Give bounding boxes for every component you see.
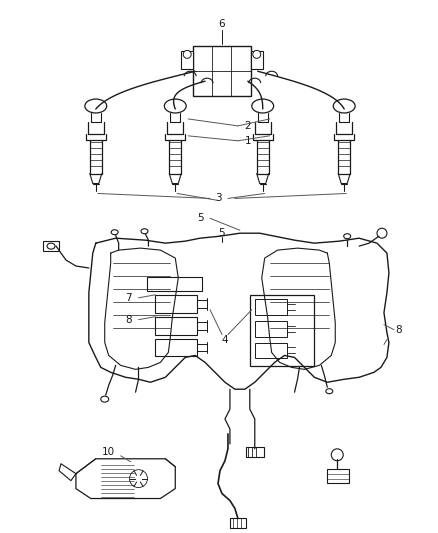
Bar [327, 469, 349, 482]
Text: 3: 3 [215, 193, 221, 204]
Bar [181, 51, 193, 69]
Ellipse shape [47, 243, 55, 249]
Ellipse shape [252, 99, 274, 113]
Text: 5: 5 [219, 228, 225, 238]
Bar [246, 447, 264, 457]
Text: 5: 5 [197, 213, 203, 223]
Bar [193, 46, 251, 96]
Text: 6: 6 [219, 19, 225, 29]
Bar [148, 277, 202, 291]
Bar [230, 519, 246, 528]
Text: 4: 4 [222, 335, 228, 344]
Ellipse shape [164, 99, 186, 113]
Circle shape [331, 449, 343, 461]
Ellipse shape [111, 230, 118, 235]
Circle shape [134, 475, 142, 482]
Ellipse shape [344, 233, 351, 239]
Ellipse shape [326, 389, 333, 394]
Bar [155, 295, 197, 313]
Text: 8: 8 [125, 314, 132, 325]
Text: 8: 8 [396, 325, 402, 335]
Ellipse shape [101, 396, 109, 402]
Bar [251, 51, 263, 69]
Bar [155, 317, 197, 335]
Bar [155, 338, 197, 357]
Circle shape [130, 470, 148, 488]
Bar [250, 295, 314, 366]
Bar [255, 321, 286, 336]
Ellipse shape [85, 99, 107, 113]
Ellipse shape [333, 99, 355, 113]
Text: 2: 2 [244, 121, 251, 131]
Bar [255, 299, 286, 314]
Bar [43, 241, 59, 251]
Circle shape [377, 228, 387, 238]
Ellipse shape [141, 229, 148, 233]
Circle shape [183, 51, 191, 58]
Bar [255, 343, 286, 358]
Text: 10: 10 [102, 447, 115, 457]
Text: 1: 1 [244, 136, 251, 146]
Circle shape [253, 51, 261, 58]
Text: 7: 7 [125, 293, 132, 303]
